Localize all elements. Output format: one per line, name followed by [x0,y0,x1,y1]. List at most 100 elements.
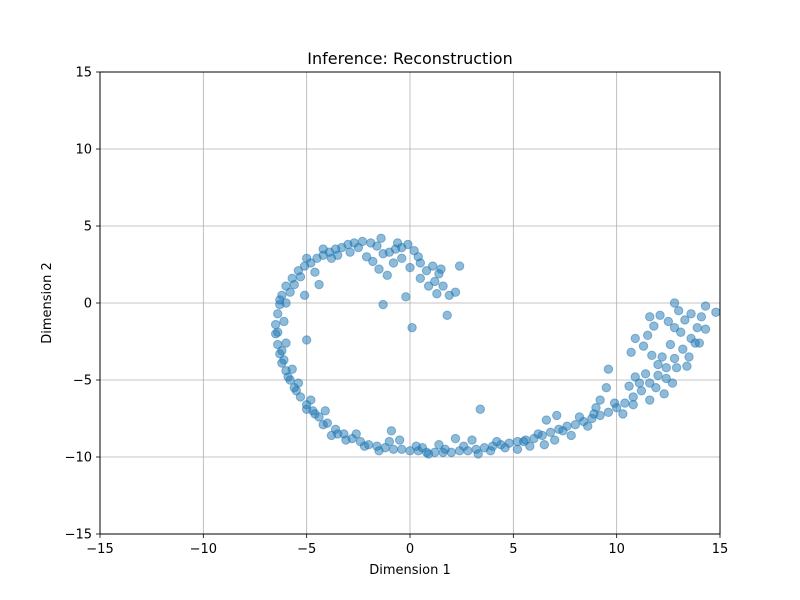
scatter-point [434,269,444,279]
scatter-point [275,295,285,305]
scatter-point [549,435,560,445]
scatter-point [609,398,620,408]
scatter-point [539,439,550,450]
scatter-point [326,253,337,264]
scatter-point [618,409,628,419]
x-tick-label: 15 [712,542,729,557]
scatter-point [647,350,657,361]
scatter-point [651,383,661,393]
scatter-point [645,395,655,405]
scatter-point [310,267,320,277]
scatter-point [667,378,678,388]
y-tick-label: −15 [65,528,92,543]
scatter-point [440,444,450,454]
scatter-point [281,338,291,348]
scatter-point [430,276,440,287]
x-tick-label: 0 [406,542,414,557]
scatter-point [492,436,502,447]
axis-ticks: −15 −10 −5 0 5 10 15 −15 −10 −5 0 5 10 15 [65,66,729,558]
chart-title: Inference: Reconstruction [307,49,512,68]
scatter-point [661,373,671,384]
scatter-point [388,258,399,268]
scatter-point [684,352,694,362]
scatter-point [673,306,684,316]
scatter-point [601,383,612,393]
scatter-point [624,381,634,391]
scatter-point [692,322,702,333]
scatter-point [655,310,665,321]
x-tick-label: 10 [608,542,625,557]
scatter-point [310,409,320,419]
scatter-point [678,344,688,354]
scatter-point [630,333,640,344]
scatter-point [473,449,483,459]
scatter-point [397,253,407,264]
scatter-point [417,443,428,453]
scatter-point [682,361,692,371]
scatter-point [293,378,304,388]
scatter-point [628,392,638,402]
scatter-point [620,398,630,408]
scatter-point [603,407,614,418]
scatter-point [649,321,659,331]
scatter-point [277,346,287,356]
scatter-point [558,426,568,436]
scatter-point [566,430,576,441]
scatter-point [405,262,415,273]
scatter-point [421,265,432,276]
scatter-point [318,419,328,430]
y-tick-label: −10 [65,451,92,466]
scatter-point [295,272,306,282]
scatter-point [512,444,523,454]
scatter-point [518,436,529,447]
scatter-point [700,324,711,334]
scatter-point [638,341,649,351]
scatter-point [653,359,663,370]
scatter-point [361,252,372,262]
scatter-point [376,233,386,244]
scatter-point [595,395,605,405]
y-axis-label: Dimension 2 [40,262,55,344]
y-tick-label: 5 [84,220,92,235]
scatter-point [378,249,388,259]
x-axis-label: Dimension 1 [369,563,451,578]
scatter-point [444,290,454,300]
x-tick-label: 5 [509,542,517,557]
scatter-point [409,245,419,256]
scatter-point [326,430,337,441]
scatter-point [273,327,283,337]
scatter-point [574,412,585,422]
scatter-point [583,421,593,431]
scatter-point [301,253,312,264]
scatter-point [314,279,324,290]
scatter-point [640,369,651,379]
x-tick-label: −10 [190,542,217,557]
scatter-point [279,355,289,365]
scatter-point [320,406,330,416]
scatter-point [552,410,562,421]
scatter-point [653,370,663,381]
y-tick-label: −5 [73,374,92,389]
scatter-point [428,261,438,271]
scatter-point [374,446,384,456]
scatter-point [459,441,469,451]
scatter-point [299,290,310,300]
scatter-point [525,441,535,451]
scatter-point [671,362,682,373]
scatter-points [270,233,721,459]
scatter-point [382,270,392,280]
scatter-point [301,335,312,345]
scatter-point [603,364,614,374]
scatter-point [533,429,543,439]
scatter-point [591,403,601,413]
scatter-point [645,312,655,322]
scatter-point [442,310,452,321]
scatter-point [450,433,461,444]
scatter-point [686,309,696,319]
scatter-point [432,289,442,299]
scatter-point [634,378,645,388]
y-tick-label: 0 [84,297,92,312]
scatter-point [545,427,556,438]
